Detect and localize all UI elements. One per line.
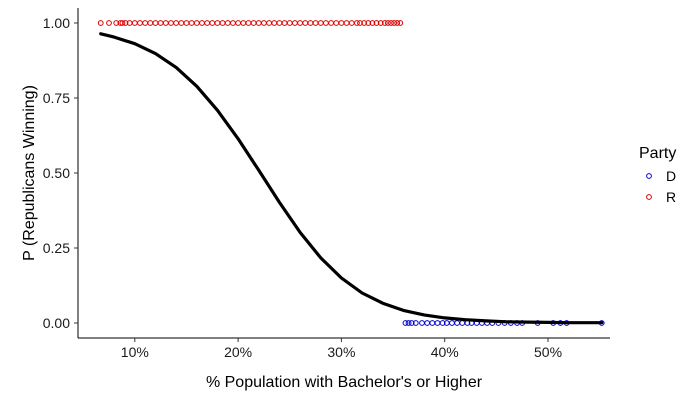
data-point-D bbox=[429, 320, 436, 326]
data-point-R bbox=[266, 20, 273, 26]
x-tick-label: 30% bbox=[327, 344, 355, 360]
x-axis-ticks: 10% 20% 30% 40% 50% bbox=[121, 338, 562, 360]
data-point-R bbox=[219, 20, 226, 26]
data-point-R bbox=[224, 20, 231, 26]
data-point-R bbox=[188, 20, 195, 26]
data-point-R bbox=[391, 20, 398, 26]
data-point-R bbox=[147, 20, 154, 26]
data-point-R bbox=[245, 20, 252, 26]
y-axis-title: P (Republicans Winning) bbox=[21, 85, 38, 261]
data-point-R bbox=[131, 20, 138, 26]
legend-label-D: D bbox=[666, 168, 676, 184]
data-point-R bbox=[397, 20, 404, 26]
data-point-R bbox=[348, 20, 355, 26]
data-point-R bbox=[173, 20, 180, 26]
data-point-R bbox=[286, 20, 293, 26]
data-point-R bbox=[302, 20, 309, 26]
data-point-R bbox=[297, 20, 303, 26]
y-tick-label: 0.75 bbox=[43, 90, 70, 106]
data-point-R bbox=[357, 20, 363, 26]
data-point-R bbox=[152, 20, 159, 26]
data-point-R bbox=[209, 20, 216, 26]
plot-area bbox=[97, 20, 605, 326]
legend-key-D bbox=[646, 173, 652, 179]
data-point-R bbox=[162, 20, 169, 26]
data-point-R bbox=[178, 20, 185, 26]
data-point-R bbox=[235, 20, 242, 26]
data-point-D bbox=[402, 320, 409, 326]
x-tick-label: 40% bbox=[431, 344, 459, 360]
y-tick-label: 1.00 bbox=[43, 15, 70, 31]
legend-title: Party bbox=[639, 145, 676, 162]
data-point-R bbox=[255, 20, 262, 26]
data-point-R bbox=[388, 20, 394, 26]
data-point-R bbox=[113, 20, 120, 26]
data-point-R bbox=[122, 20, 129, 26]
x-tick-label: 50% bbox=[534, 344, 562, 360]
data-point-R bbox=[373, 20, 380, 26]
x-tick-label: 20% bbox=[224, 344, 252, 360]
x-axis-title: % Population with Bachelor's or Higher bbox=[206, 374, 483, 391]
data-point-R bbox=[204, 20, 211, 26]
data-point-R bbox=[250, 20, 257, 26]
data-point-R bbox=[271, 20, 278, 26]
data-point-R bbox=[214, 20, 221, 26]
data-point-R bbox=[307, 20, 314, 26]
data-point-R bbox=[97, 20, 104, 26]
data-point-R bbox=[328, 20, 334, 26]
data-point-R bbox=[168, 20, 174, 26]
data-point-R bbox=[323, 20, 329, 26]
data-point-R bbox=[394, 20, 401, 26]
legend-label-R: R bbox=[666, 189, 676, 205]
data-point-R bbox=[338, 20, 345, 26]
data-point-D bbox=[412, 320, 419, 326]
data-point-R bbox=[193, 20, 200, 26]
data-point-D bbox=[405, 320, 412, 326]
data-point-D bbox=[459, 320, 466, 326]
data-point-R bbox=[369, 20, 376, 26]
x-tick-label: 10% bbox=[121, 344, 149, 360]
data-point-R bbox=[183, 20, 190, 26]
y-tick-label: 0.25 bbox=[43, 240, 70, 256]
data-point-D bbox=[449, 320, 455, 326]
data-point-R bbox=[119, 20, 126, 26]
data-point-D bbox=[408, 320, 415, 326]
data-point-R bbox=[142, 20, 149, 26]
data-point-D bbox=[424, 320, 431, 326]
data-point-R bbox=[381, 20, 388, 26]
data-point-R bbox=[312, 20, 319, 26]
data-point-D bbox=[419, 320, 425, 326]
data-point-D bbox=[454, 320, 461, 326]
data-point-R bbox=[240, 20, 247, 26]
data-point-R bbox=[317, 20, 324, 26]
data-point-R bbox=[354, 20, 360, 26]
data-point-R bbox=[281, 20, 288, 26]
y-axis-ticks: 0.00 0.25 0.50 0.75 1.00 bbox=[43, 15, 78, 331]
data-point-R bbox=[365, 20, 372, 26]
legend: Party DR bbox=[639, 145, 676, 205]
fit-curve bbox=[99, 32, 604, 325]
data-point-R bbox=[377, 20, 384, 26]
legend-key-R bbox=[646, 194, 652, 200]
data-point-R bbox=[157, 20, 164, 26]
data-point-R bbox=[343, 20, 350, 26]
data-point-R bbox=[276, 20, 283, 26]
data-point-R bbox=[361, 20, 368, 26]
data-point-R bbox=[292, 20, 298, 26]
data-point-R bbox=[230, 20, 236, 26]
data-point-R bbox=[385, 20, 391, 26]
y-tick-label: 0.00 bbox=[43, 315, 70, 331]
data-point-R bbox=[261, 20, 267, 26]
data-point-R bbox=[199, 20, 205, 26]
data-point-D bbox=[434, 320, 441, 326]
data-point-R bbox=[106, 20, 112, 26]
y-tick-label: 0.50 bbox=[43, 165, 70, 181]
data-point-D bbox=[439, 320, 446, 326]
data-point-R bbox=[137, 20, 143, 26]
data-point-R bbox=[333, 20, 340, 26]
